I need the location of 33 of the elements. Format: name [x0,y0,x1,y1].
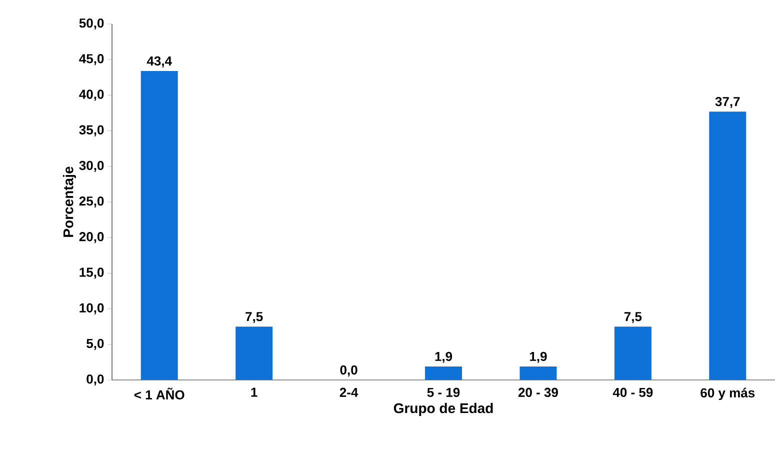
y-tick-label: 15,0 [80,268,104,279]
x-axis-title: Grupo de Edad [394,402,493,416]
x-tick-label: 5 - 19 [427,388,460,398]
bar [614,326,652,380]
y-tick-label: 10,0 [80,303,104,314]
bar [236,326,273,380]
bar [425,366,462,380]
y-tick-label: 50,0 [79,18,104,30]
x-tick-label: 60 y más [700,388,755,400]
x-tick-label: 1 [251,388,258,397]
bar [520,366,557,380]
y-tick-label: 30,0 [79,160,104,172]
y-tick-label: 35,0 [79,125,104,136]
data-label: 7,5 [624,312,642,324]
y-tick-label: 5,0 [86,338,104,350]
data-label: 1,9 [435,352,452,363]
y-tick-label: 25,0 [79,196,104,208]
x-tick-label: 40 - 59 [612,388,653,398]
bar [709,112,746,380]
data-label: 0,0 [340,365,358,376]
y-tick-label: 0,0 [86,374,104,386]
y-tick-label: 20,0 [79,232,104,244]
y-axis-title: Porcentaje [62,166,76,237]
data-label: 1,9 [530,352,547,363]
x-tick-label: 20 - 39 [518,388,558,398]
data-label: 7,5 [246,312,263,324]
data-label: 43,4 [146,56,172,68]
x-tick-label: 2-4 [340,388,358,397]
y-tick-label: 45,0 [79,54,104,66]
x-tick-label: < 1 AÑO [134,388,184,400]
bar [140,70,178,380]
y-tick-label: 40,0 [79,90,104,101]
data-label: 37,7 [715,96,740,108]
